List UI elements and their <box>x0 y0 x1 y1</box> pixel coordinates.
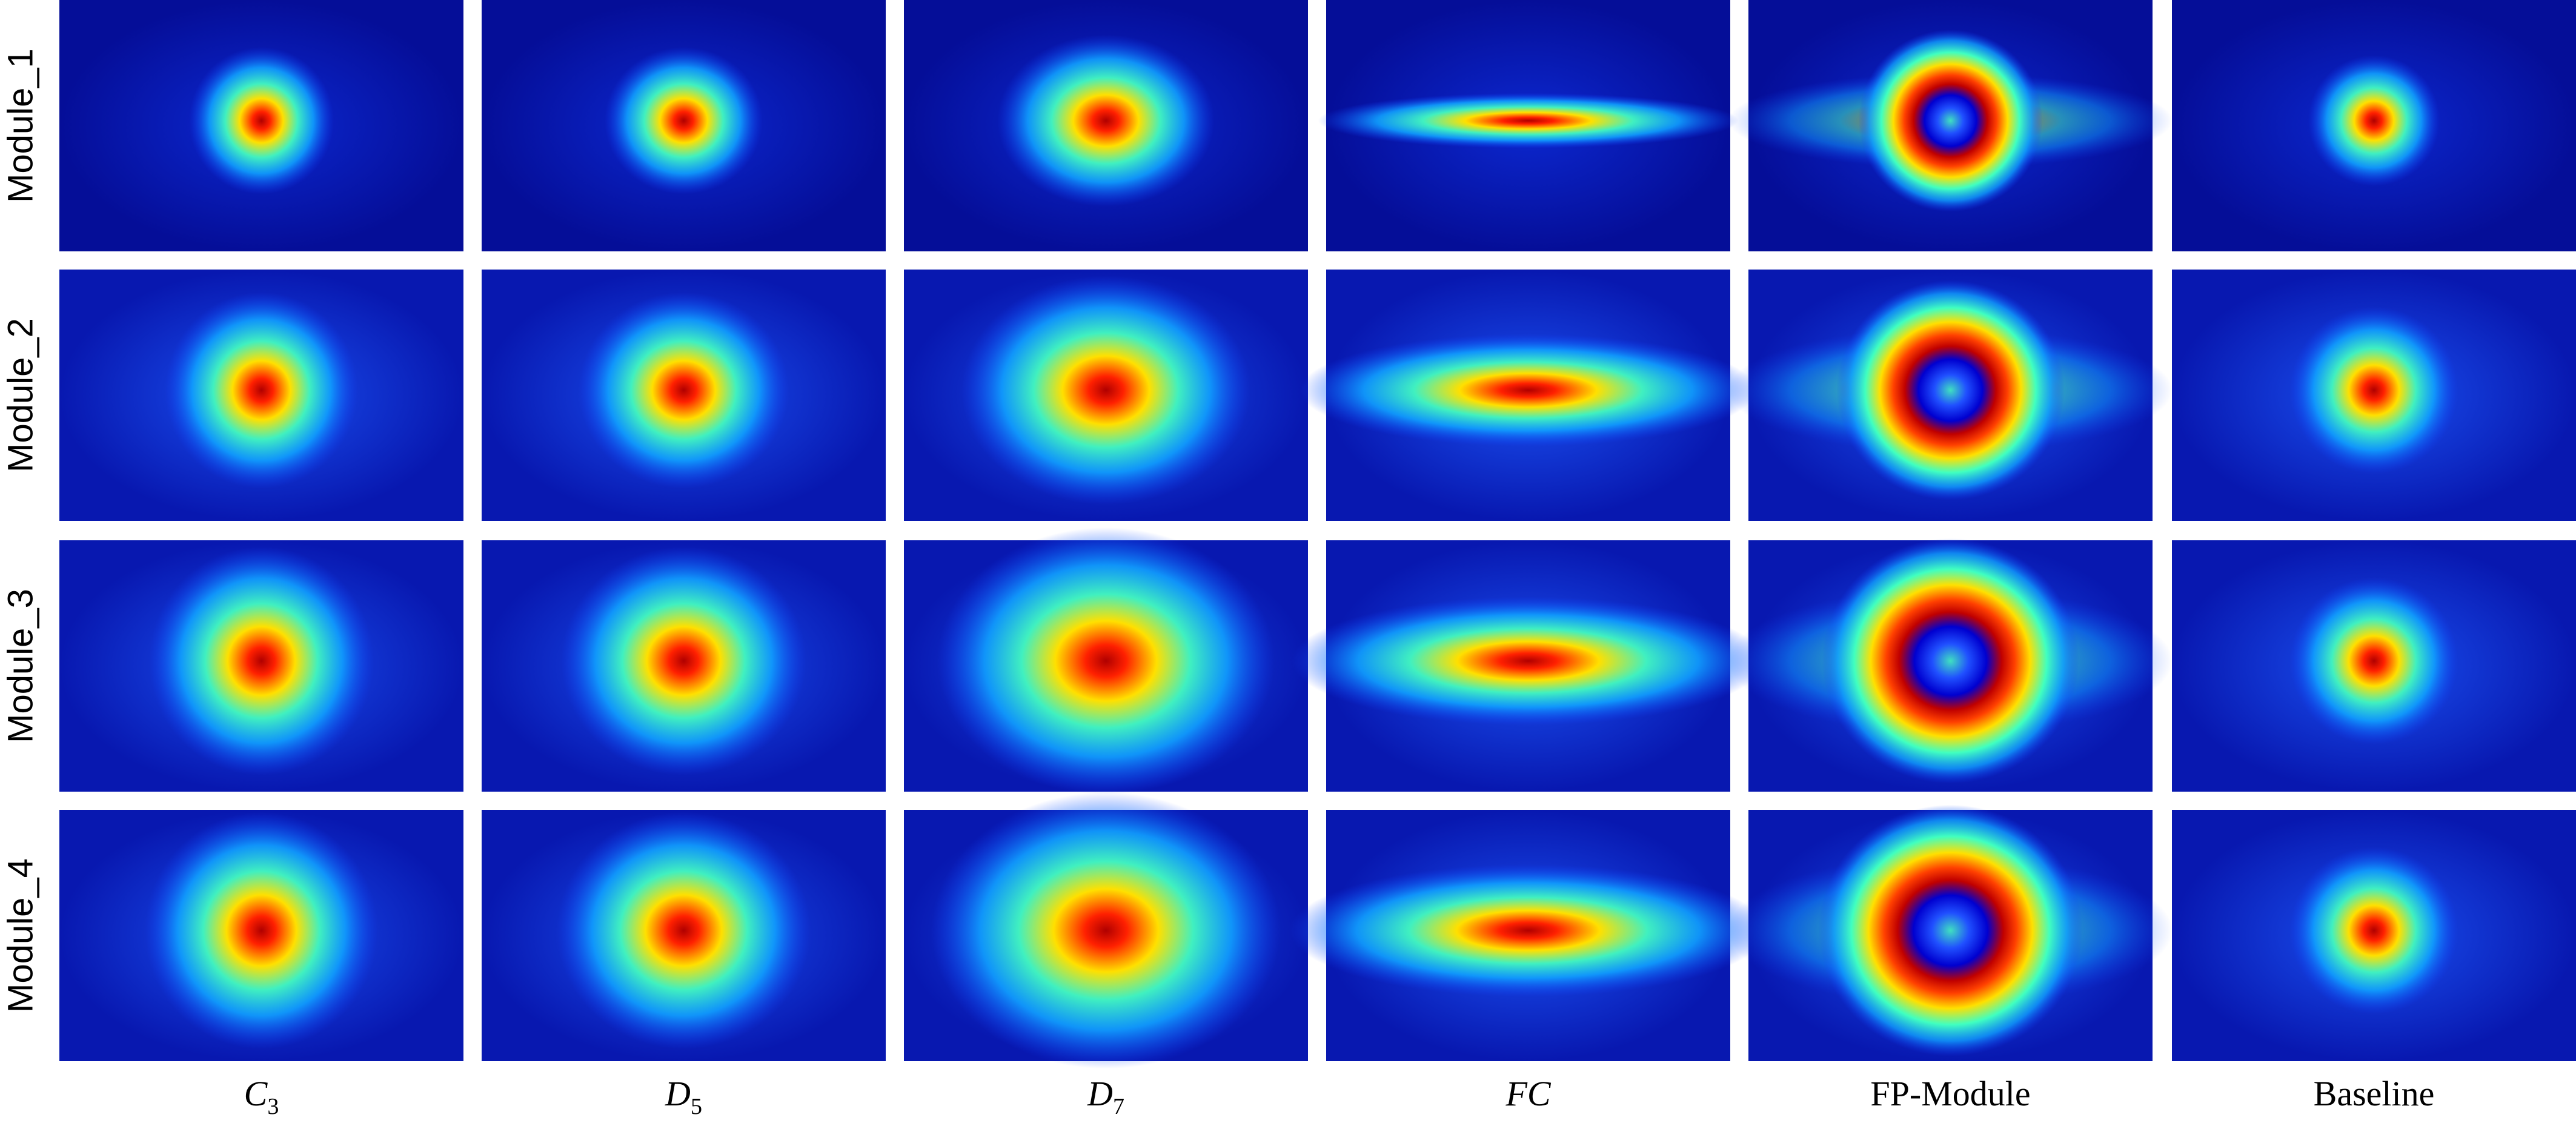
heatmap-panel <box>482 0 886 251</box>
column-label-base: D <box>1087 1074 1113 1113</box>
activation <box>1292 596 1765 726</box>
activation <box>578 292 789 489</box>
row-label: Module_4 <box>1 858 40 1013</box>
heatmap-panel <box>1300 270 1757 521</box>
column-label-subscript: 3 <box>267 1094 279 1119</box>
column-label-base: FC <box>1505 1074 1551 1113</box>
activation <box>148 546 374 776</box>
column-label-base: FP-Module <box>1870 1074 2030 1113</box>
heatmap-panel <box>59 810 463 1061</box>
column-label: C3 <box>244 1074 279 1119</box>
heatmap-panel <box>904 270 1308 521</box>
column-label: Baseline <box>2314 1074 2435 1113</box>
column-label-base: C <box>244 1074 268 1113</box>
heatmap-panel <box>59 0 463 251</box>
heatmap-panel <box>1289 810 1767 1061</box>
activation <box>556 812 811 1049</box>
activation <box>2289 577 2458 745</box>
heatmap-panel <box>1318 0 1739 251</box>
column-label-subscript: 5 <box>691 1094 702 1119</box>
heatmap-panel <box>2172 810 2576 1061</box>
column-label-base: Baseline <box>2314 1074 2435 1113</box>
activation <box>1300 334 1757 447</box>
activation <box>1818 804 2083 1056</box>
activation <box>1858 29 2043 212</box>
activation <box>605 47 763 194</box>
activation <box>560 546 807 776</box>
column-label: FP-Module <box>1870 1074 2030 1113</box>
heatmap-panel <box>2172 540 2576 792</box>
activation <box>2289 306 2458 474</box>
heatmap-panel <box>59 540 463 792</box>
activation <box>937 527 1275 795</box>
heatmap-panel <box>1728 0 2173 251</box>
column-label-base: D <box>665 1074 691 1113</box>
heatmap-panel <box>482 270 886 521</box>
activation <box>188 47 334 194</box>
column-label-subscript: 7 <box>1113 1094 1124 1119</box>
activation <box>997 35 1215 207</box>
activation <box>145 812 378 1049</box>
heatmap-panel <box>59 270 463 521</box>
activation <box>1289 864 1767 997</box>
activation <box>1318 93 1739 148</box>
heatmap-panel <box>1728 270 2173 521</box>
row-label: Module_3 <box>1 589 40 743</box>
heatmap-panel <box>904 0 1308 251</box>
column-label: D5 <box>665 1074 702 1119</box>
row-label: Module_1 <box>1 48 40 203</box>
heatmap-panel <box>2172 0 2576 251</box>
heatmap-panel <box>1728 538 2173 792</box>
activation <box>2308 55 2440 187</box>
heatmap-panel <box>2172 270 2576 521</box>
activation <box>1822 538 2079 784</box>
column-label: FC <box>1505 1074 1551 1113</box>
heatmap-panel <box>482 810 886 1061</box>
activation <box>1836 280 2065 500</box>
row-label: Module_2 <box>1 318 40 472</box>
heatmap-panel <box>1292 540 1765 792</box>
heatmap-panel <box>904 792 1308 1069</box>
column-label: D7 <box>1087 1074 1124 1119</box>
heatmap-panel <box>482 540 886 792</box>
heatmap-panel <box>904 527 1308 795</box>
activation <box>931 792 1281 1069</box>
activation <box>961 276 1251 505</box>
heatmap-panel <box>1728 804 2173 1061</box>
activation <box>165 292 358 489</box>
activation <box>2289 847 2458 1015</box>
